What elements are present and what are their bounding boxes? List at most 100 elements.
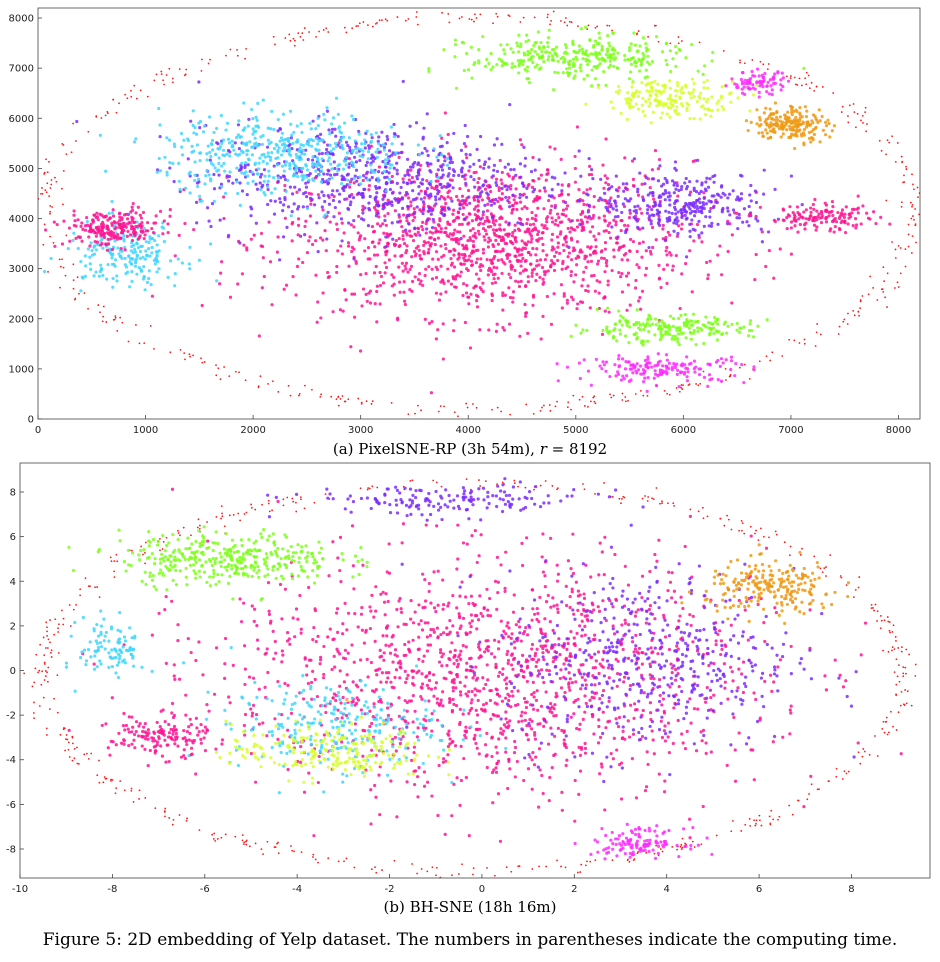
scatter-point [543, 257, 547, 262]
scatter-point [618, 332, 622, 336]
scatter-point [54, 176, 56, 179]
scatter-point [472, 403, 474, 405]
scatter-point [45, 158, 47, 161]
scatter-point [98, 269, 102, 274]
scatter-point [626, 57, 630, 62]
scatter-point [386, 241, 390, 245]
scatter-point [685, 108, 689, 113]
scatter-point [677, 343, 681, 347]
scatter-point [512, 167, 516, 172]
scatter-point [619, 378, 624, 382]
scatter-point [560, 20, 562, 22]
scatter-point [482, 166, 486, 170]
scatter-point [278, 139, 282, 143]
scatter-point [665, 112, 669, 116]
scatter-point [332, 215, 336, 219]
scatter-point [168, 67, 171, 70]
scatter-point [559, 157, 563, 161]
scatter-point [402, 180, 406, 184]
scatter-point [587, 214, 591, 219]
scatter-point [657, 214, 661, 218]
scatter-point [335, 398, 338, 401]
scatter-point [218, 218, 222, 222]
scatter-point [345, 31, 348, 34]
scatter-point [271, 380, 274, 383]
scatter-point [614, 374, 618, 378]
scatter-point [743, 62, 746, 65]
scatter-point [233, 141, 237, 145]
scatter-point [734, 362, 738, 366]
scatter-point [640, 255, 644, 259]
scatter-point [325, 152, 330, 156]
scatter-point [423, 317, 427, 321]
scatter-point [735, 211, 739, 215]
scatter-point [590, 172, 594, 177]
scatter-point [524, 195, 529, 199]
scatter-point [519, 200, 523, 204]
scatter-point [308, 121, 312, 125]
scatter-point [725, 331, 729, 335]
scatter-point [417, 404, 419, 407]
scatter-point [606, 283, 610, 287]
scatter-point [295, 124, 299, 128]
scatter-point [716, 108, 720, 112]
scatter-point [189, 355, 191, 358]
scatter-point [454, 285, 458, 289]
scatter-point [809, 140, 813, 144]
scatter-point [636, 94, 640, 99]
scatter-point [555, 45, 559, 49]
scatter-point [458, 230, 462, 234]
scatter-point [487, 236, 491, 240]
scatter-point [464, 144, 468, 148]
scatter-point [104, 169, 108, 173]
scatter-point [779, 88, 783, 92]
scatter-point [92, 274, 96, 278]
scatter-point [390, 200, 394, 204]
scatter-point [131, 216, 135, 221]
scatter-point [317, 139, 321, 143]
scatter-point [550, 194, 554, 198]
scatter-point [517, 253, 522, 257]
scatter-point [564, 207, 569, 211]
scatter-point [802, 143, 806, 147]
scatter-point [869, 275, 872, 278]
scatter-point [720, 94, 724, 98]
scatter-point [754, 200, 759, 205]
scatter-point [255, 118, 259, 122]
scatter-point [215, 364, 217, 367]
scatter-point [209, 154, 213, 159]
scatter-point [753, 278, 757, 282]
scatter-point [574, 69, 578, 73]
scatter-point [459, 148, 464, 152]
scatter-point [667, 79, 672, 83]
scatter-point [303, 224, 307, 229]
scatter-point [399, 150, 403, 155]
scatter-point [501, 308, 505, 312]
scatter-point [343, 159, 348, 163]
scatter-point [236, 153, 240, 157]
scatter-point [343, 288, 347, 292]
scatter-point [616, 235, 620, 239]
scatter-point [865, 130, 868, 133]
scatter-point [556, 258, 560, 263]
scatter-point [648, 185, 652, 190]
scatter-point [608, 44, 612, 48]
scatter-point [699, 326, 703, 331]
scatter-point [581, 211, 585, 215]
scatter-point [234, 370, 237, 373]
scatter-point [477, 232, 481, 236]
scatter-point [708, 108, 712, 112]
scatter-point [427, 247, 431, 251]
scatter-point [402, 290, 406, 294]
scatter-point [467, 258, 471, 262]
scatter-point [847, 115, 849, 117]
scatter-point [127, 254, 131, 258]
scatter-point [715, 101, 719, 105]
scatter-point [351, 117, 356, 122]
scatter-point [397, 265, 401, 269]
scatter-point [604, 360, 609, 364]
scatter-point [215, 374, 218, 377]
scatter-point [282, 169, 286, 173]
scatter-point [492, 143, 497, 147]
scatter-point [578, 376, 582, 381]
